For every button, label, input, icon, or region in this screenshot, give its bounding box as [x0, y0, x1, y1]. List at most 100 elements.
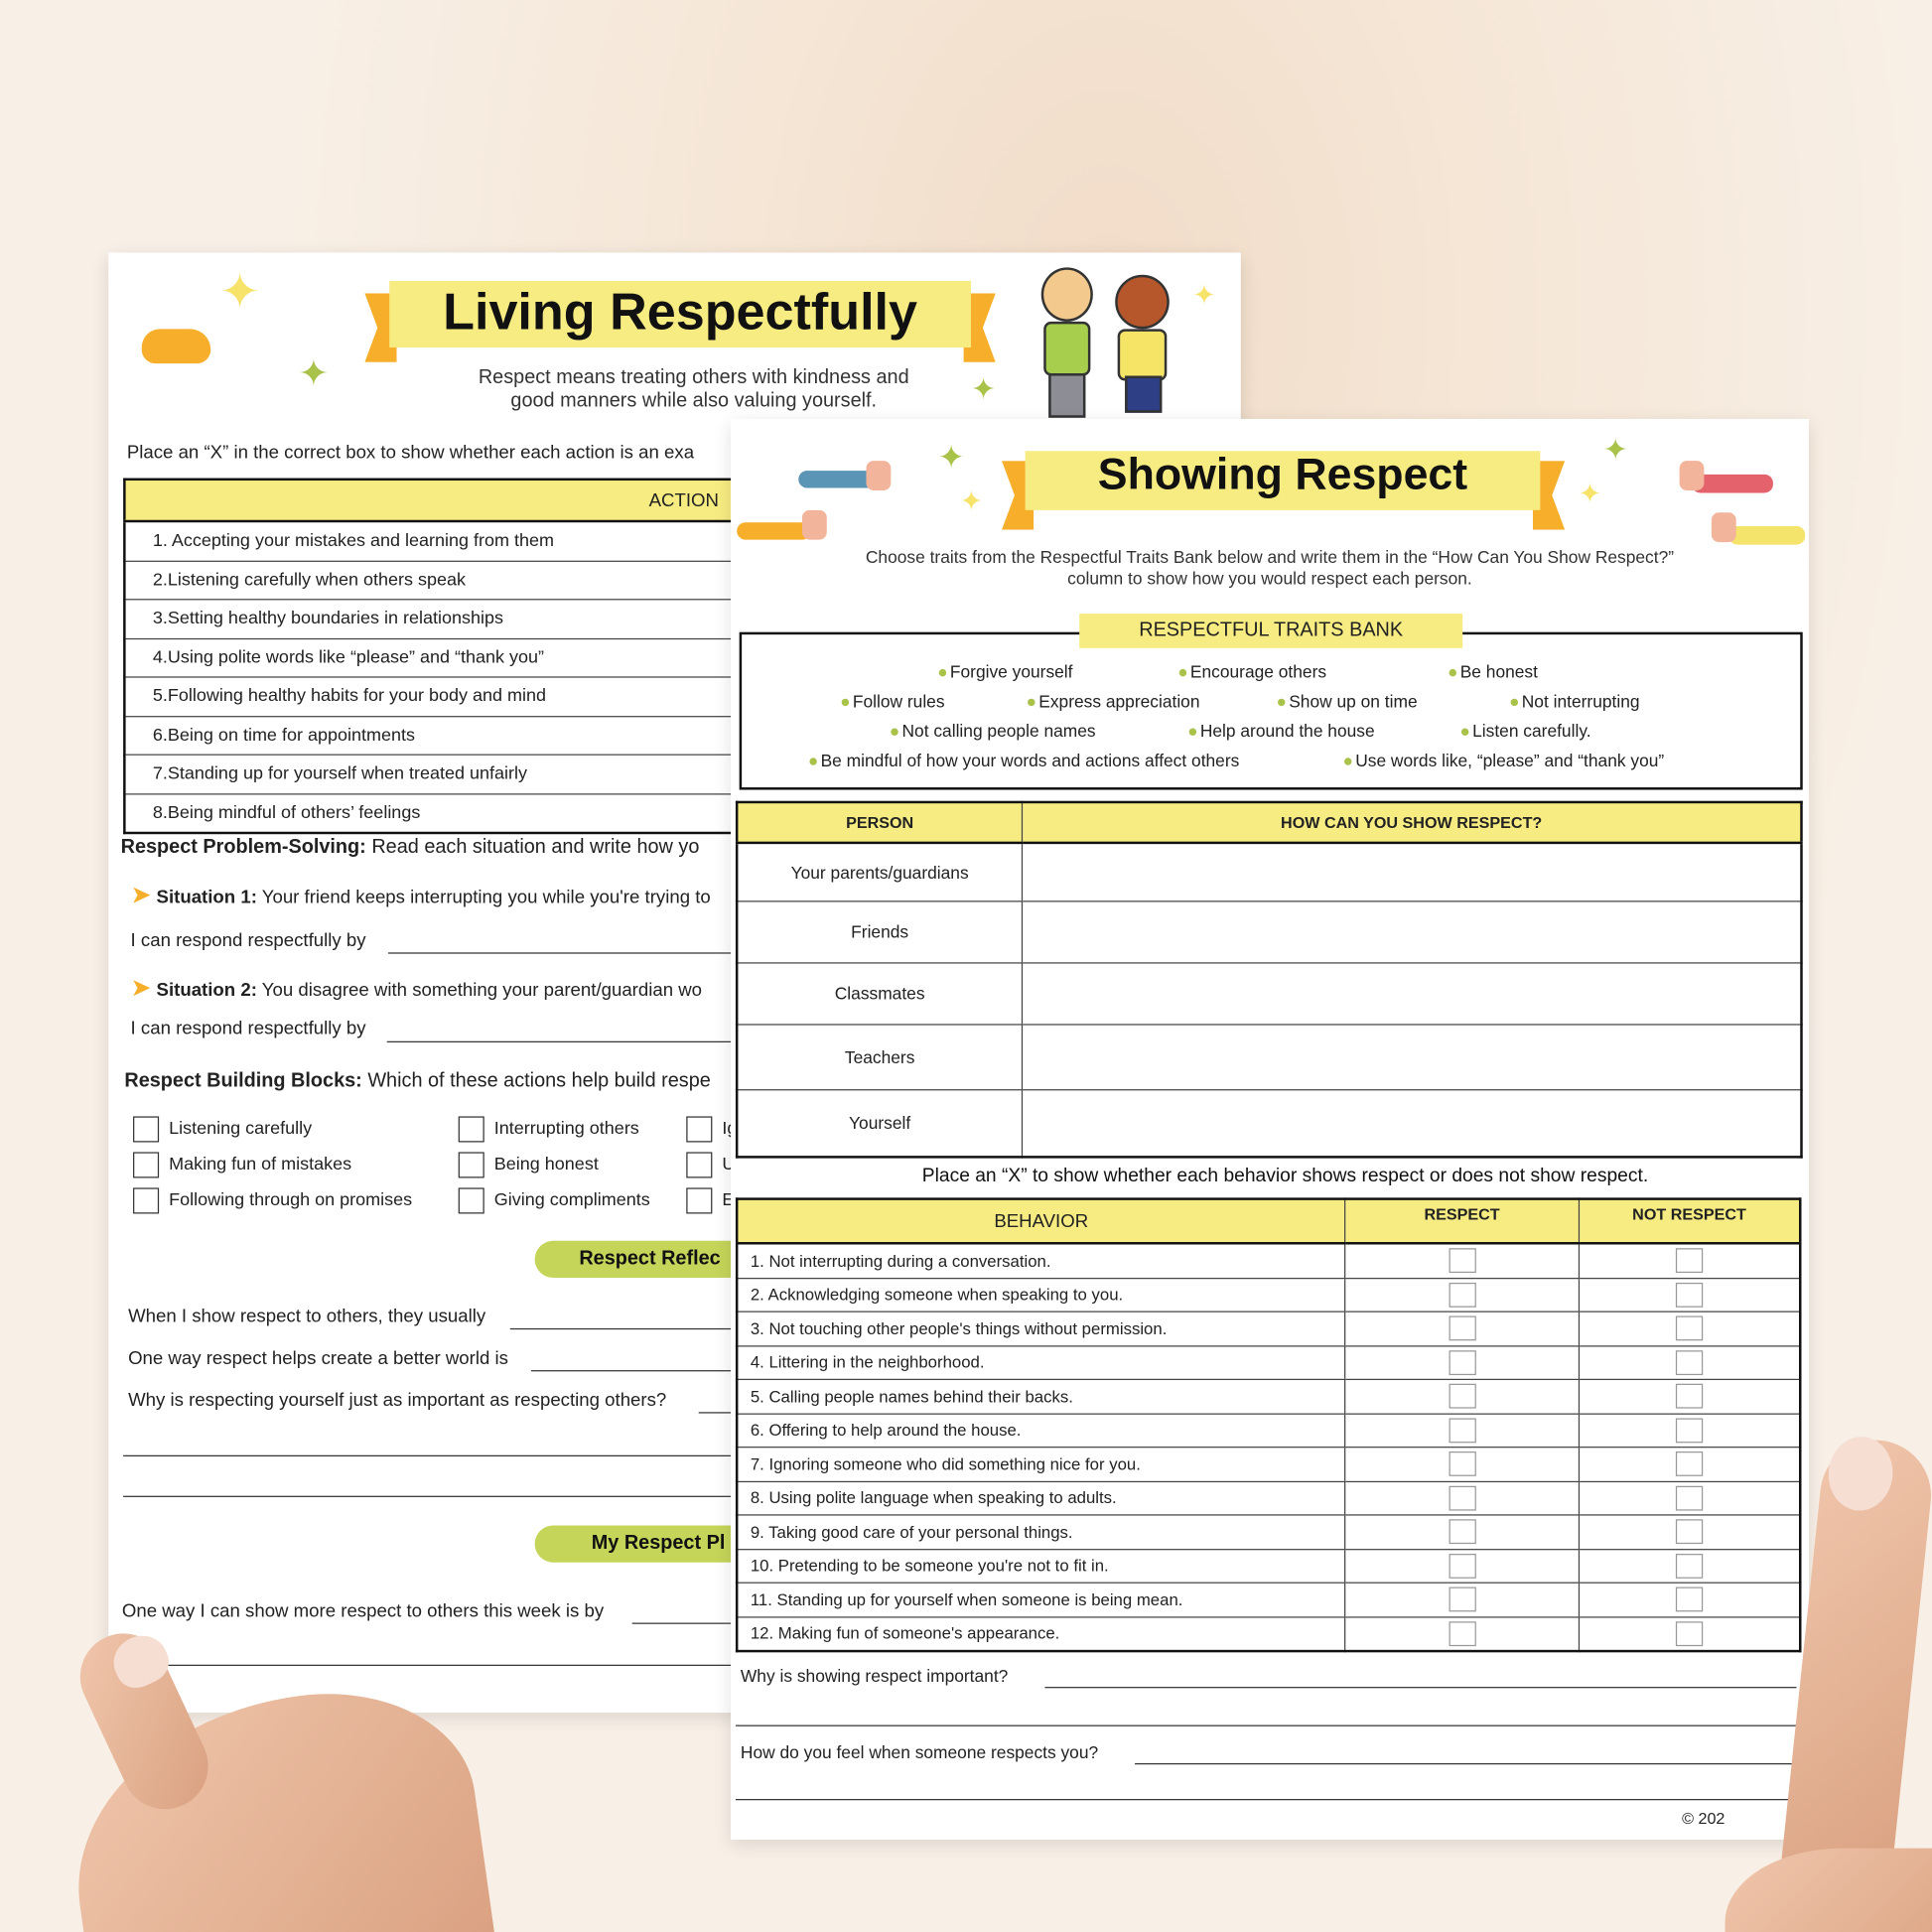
hand-shape — [866, 461, 892, 490]
not-respect-cell — [1578, 1480, 1801, 1516]
checkbox-column: Ig U E — [686, 1111, 737, 1218]
respect-header: RESPECT — [1344, 1198, 1580, 1245]
answer-line[interactable] — [123, 1664, 1233, 1666]
not-respect-checkbox[interactable] — [1675, 1620, 1704, 1646]
checkbox-label: Making fun of mistakes — [169, 1154, 352, 1174]
sparkle-icon: ✦ — [937, 438, 965, 477]
checkbox-item[interactable]: Ig — [686, 1111, 737, 1147]
respect-checkbox[interactable] — [1448, 1418, 1476, 1444]
checkbox-item[interactable]: Interrupting others — [458, 1111, 650, 1147]
checkbox[interactable] — [686, 1187, 713, 1214]
person-header: PERSON — [737, 801, 1023, 845]
checkbox[interactable] — [458, 1116, 484, 1143]
respect-checkbox[interactable] — [1448, 1519, 1476, 1545]
table-row: 1. Not interrupting during a conversatio… — [737, 1243, 1801, 1279]
answer-line[interactable] — [123, 1454, 1233, 1456]
checkbox-item[interactable]: Following through on promises — [133, 1182, 412, 1218]
respect-cell — [1344, 1243, 1580, 1279]
checkbox[interactable] — [458, 1187, 484, 1214]
building-blocks-text: Which of these actions help build respe — [367, 1070, 711, 1092]
behavior-cell: 3. Not touching other people's things wi… — [737, 1311, 1345, 1346]
answer-cell[interactable] — [1021, 1089, 1802, 1158]
behavior-cell: 7. Ignoring someone who did something ni… — [737, 1447, 1345, 1482]
respect-checkbox[interactable] — [1448, 1349, 1476, 1375]
trait-item: Follow rules — [842, 691, 945, 711]
respect-checkbox[interactable] — [1448, 1485, 1476, 1511]
table-row: 6. Offering to help around the house. — [737, 1413, 1801, 1449]
not-respect-cell — [1578, 1413, 1801, 1449]
not-respect-cell — [1578, 1583, 1801, 1617]
behavior-cell: 12. Making fun of someone's appearance. — [737, 1616, 1345, 1652]
behavior-cell: 5. Calling people names behind their bac… — [737, 1379, 1345, 1415]
respect-cell — [1344, 1583, 1580, 1617]
respect-checkbox[interactable] — [1448, 1587, 1476, 1612]
not-respect-checkbox[interactable] — [1675, 1248, 1704, 1274]
person-cell: Classmates — [737, 962, 1023, 1025]
not-respect-checkbox[interactable] — [1675, 1451, 1704, 1477]
checkbox-item[interactable]: Listening carefully — [133, 1111, 412, 1147]
answer-cell[interactable] — [1021, 1024, 1802, 1090]
checkbox-column: Listening carefully Making fun of mistak… — [133, 1111, 412, 1218]
not-respect-checkbox[interactable] — [1675, 1485, 1704, 1511]
answer-line[interactable] — [123, 1495, 1233, 1497]
answer-line[interactable] — [1135, 1763, 1797, 1765]
respect-cell — [1344, 1549, 1580, 1584]
arrow-icon: ➤ — [130, 882, 152, 909]
trait-item: Be mindful of how your words and actions… — [809, 751, 1240, 770]
answer-cell[interactable] — [1021, 962, 1802, 1025]
not-respect-checkbox[interactable] — [1675, 1282, 1704, 1308]
subtitle-line: Respect means treating others with kindn… — [478, 366, 909, 388]
respect-checkbox[interactable] — [1448, 1451, 1476, 1477]
checkbox[interactable] — [686, 1116, 713, 1143]
person-cell: Friends — [737, 900, 1023, 963]
person-cell: Your parents/guardians — [737, 842, 1023, 901]
respect-checkbox[interactable] — [1448, 1620, 1476, 1646]
checkbox[interactable] — [133, 1187, 160, 1214]
answer-line[interactable] — [1044, 1687, 1797, 1689]
behavior-header: BEHAVIOR — [737, 1198, 1345, 1245]
table-row: Friends — [737, 900, 1802, 963]
checkbox[interactable] — [686, 1152, 713, 1178]
not-respect-cell — [1578, 1278, 1801, 1312]
instruction-line: column to show how you would respect eac… — [1067, 568, 1472, 589]
respect-checkbox[interactable] — [1448, 1384, 1476, 1409]
behavior-instruction: Place an “X” to show whether each behavi… — [921, 1166, 1649, 1187]
checkbox-label: Listening carefully — [169, 1118, 313, 1139]
checkbox-item[interactable]: Giving compliments — [458, 1182, 650, 1218]
not-respect-header: NOT RESPECT — [1578, 1198, 1801, 1245]
sparkle-icon: ✦ — [218, 264, 261, 320]
trait-item: Encourage others — [1179, 661, 1326, 681]
answer-cell[interactable] — [1021, 842, 1802, 901]
respond-prompt: I can respond respectfully by — [130, 930, 366, 952]
subtitle: Respect means treating others with kindn… — [404, 366, 983, 413]
not-respect-checkbox[interactable] — [1675, 1315, 1704, 1341]
answer-line[interactable] — [735, 1725, 1797, 1726]
answer-cell[interactable] — [1021, 900, 1802, 963]
checkbox[interactable] — [133, 1116, 160, 1143]
not-respect-checkbox[interactable] — [1675, 1384, 1704, 1409]
respect-checkbox[interactable] — [1448, 1315, 1476, 1341]
not-respect-checkbox[interactable] — [1675, 1553, 1704, 1579]
respect-checkbox[interactable] — [1448, 1282, 1476, 1308]
trait-item: Use words like, “please” and “thank you” — [1344, 751, 1664, 770]
not-respect-checkbox[interactable] — [1675, 1519, 1704, 1545]
subtitle-line: good manners while also valuing yourself… — [510, 390, 878, 412]
right-hand — [1725, 1848, 1932, 1932]
checkbox-item[interactable]: E — [686, 1182, 737, 1218]
answer-line[interactable] — [735, 1799, 1797, 1801]
respect-checkbox[interactable] — [1448, 1553, 1476, 1579]
title-band — [1025, 451, 1541, 510]
behavior-cell: 2. Acknowledging someone when speaking t… — [737, 1278, 1345, 1312]
checkbox-item[interactable]: U — [686, 1147, 737, 1182]
respect-checkbox[interactable] — [1448, 1248, 1476, 1274]
checkbox-item[interactable]: Making fun of mistakes — [133, 1147, 412, 1182]
not-respect-checkbox[interactable] — [1675, 1418, 1704, 1444]
checkbox-item[interactable]: Being honest — [458, 1147, 650, 1182]
not-respect-cell — [1578, 1514, 1801, 1550]
situation-2: ➤ Situation 2: You disagree with somethi… — [131, 972, 703, 1003]
not-respect-checkbox[interactable] — [1675, 1349, 1704, 1375]
checkbox[interactable] — [133, 1152, 160, 1178]
checkbox[interactable] — [458, 1152, 484, 1178]
not-respect-checkbox[interactable] — [1675, 1587, 1704, 1612]
